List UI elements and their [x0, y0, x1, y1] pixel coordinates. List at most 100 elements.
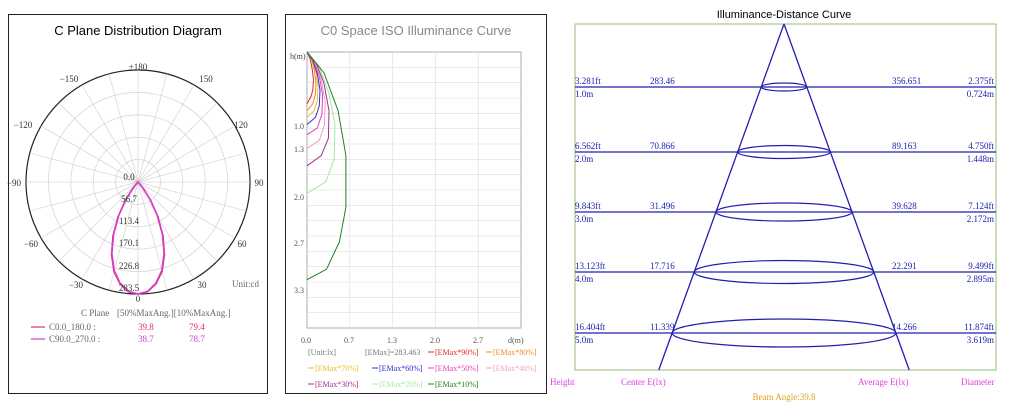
- iso-legend-item: [EMax*80%]: [493, 348, 537, 357]
- illuminance-distance-panel: Illuminance-Distance Curve 3.281ft 1.0m 28…: [548, 0, 1012, 406]
- iso-y-tick: 2.7: [294, 239, 304, 248]
- iso-legend-item: [EMax*50%]: [435, 364, 479, 373]
- legend-row-50: 38.7: [138, 334, 154, 344]
- center-lux-label: 11.339: [650, 322, 675, 332]
- beam-ellipse: [693, 259, 875, 285]
- angle-label-n120: −120: [14, 120, 33, 130]
- legend-header-left: C Plane: [81, 308, 109, 318]
- center-lux-label: 31.496: [650, 201, 675, 211]
- height-ft-label: 9.843ft: [575, 201, 601, 211]
- iso-x-tick: 0.7: [344, 336, 354, 345]
- footer-center-label: Center E(lx): [621, 377, 666, 387]
- beam-ellipse: [671, 318, 897, 348]
- average-lux-label: 22.291: [892, 261, 917, 271]
- angle-label-30: 30: [198, 280, 208, 290]
- diameter-m-label: 0.724m: [967, 89, 994, 99]
- angle-label-180: ±180: [129, 62, 148, 72]
- legend-row-50: 39.8: [138, 322, 154, 332]
- radial-tick-label: 56.7: [121, 194, 137, 204]
- iso-legend-item: [EMax*30%]: [315, 380, 359, 389]
- angle-label-60: 60: [238, 239, 248, 249]
- angle-label-0: 0: [136, 294, 141, 304]
- iso-chart-panel: C0 Space ISO Illuminance Curve h(m) 1.0 …: [285, 14, 547, 394]
- iso-x-axis-label: d(m): [508, 336, 524, 345]
- illuminance-distance-chart: Illuminance-Distance Curve 3.281ft 1.0m 28…: [550, 9, 997, 402]
- height-ft-label: 13.123ft: [575, 261, 606, 271]
- iso-legend-item: [EMax*70%]: [315, 364, 359, 373]
- diameter-ft-label: 2.375ft: [968, 76, 994, 86]
- diameter-ft-label: 7.124ft: [968, 201, 994, 211]
- center-lux-label: 70.866: [650, 141, 675, 151]
- height-m-label: 5.0m: [575, 335, 593, 345]
- diameter-ft-label: 11.874ft: [964, 322, 994, 332]
- radial-tick-label: 283.5: [119, 283, 140, 293]
- iso-legend-item: [EMax*40%]: [493, 364, 537, 373]
- beam-edge-right: [783, 23, 910, 371]
- iso-legend-item: [EMax*60%]: [379, 364, 423, 373]
- beam-ellipse: [737, 144, 831, 160]
- radial-tick-label: 170.1: [119, 238, 139, 248]
- diameter-m-label: 3.619m: [967, 335, 994, 345]
- iso-x-tick: 2.0: [430, 336, 440, 345]
- iso-x-tick: 0.0: [301, 336, 311, 345]
- legend-row-name: C90.0_270.0 :: [49, 334, 100, 344]
- radial-tick-label: 226.8: [119, 261, 140, 271]
- footer-diameter-label: Diameter: [961, 377, 994, 387]
- angle-label-150: 150: [199, 74, 213, 84]
- iso-legend-item: [EMax*90%]: [435, 348, 479, 357]
- height-m-label: 4.0m: [575, 274, 593, 284]
- iso-legend-emax: [EMax]=283.463: [365, 348, 420, 357]
- iso-x-tick: 1.3: [387, 336, 397, 345]
- legend-row-10: 78.7: [189, 334, 205, 344]
- polar-chart-panel: C Plane Distribution Diagram ±180 −150 1…: [7, 14, 268, 394]
- radial-tick-label: 113.4: [119, 216, 139, 226]
- height-m-label: 2.0m: [575, 154, 593, 164]
- angle-label-n150: −150: [60, 74, 79, 84]
- polar-series-line: [111, 180, 165, 295]
- iso-y-tick: 3.3: [294, 286, 304, 295]
- diameter-m-label: 2.172m: [967, 214, 994, 224]
- beam-edge-left: [658, 23, 785, 371]
- angle-label-n60: −60: [24, 239, 39, 249]
- iso-y-axis-label: h(m): [290, 52, 306, 61]
- angle-label-120: 120: [234, 120, 248, 130]
- radial-tick-label: 0.0: [123, 172, 135, 182]
- height-ft-label: 6.562ft: [575, 141, 601, 151]
- iso-x-tick: 2.7: [473, 336, 483, 345]
- iso-curve: [306, 51, 315, 105]
- center-lux-label: 283.46: [650, 76, 675, 86]
- legend-row-name: C0.0_180.0 :: [49, 322, 96, 332]
- iso-curve: [306, 51, 321, 125]
- legend-header-right: [50%MaxAng.][10%MaxAng.]: [117, 308, 230, 318]
- unit-label: Unit:cd: [232, 279, 259, 289]
- iso-curve: [306, 51, 336, 194]
- iso-chart: C0 Space ISO Illuminance Curve h(m) 1.0 …: [290, 23, 537, 389]
- height-m-label: 3.0m: [575, 214, 593, 224]
- diameter-m-label: 1.448m: [967, 154, 994, 164]
- iso-y-tick: 1.3: [294, 145, 304, 154]
- iso-y-tick: 1.0: [294, 122, 304, 131]
- footer-average-label: Average E(lx): [858, 377, 909, 387]
- angle-label-90: 90: [255, 178, 265, 188]
- diameter-m-label: 2.895m: [967, 274, 994, 284]
- average-lux-label: 14.266: [892, 322, 917, 332]
- polar-chart: C Plane Distribution Diagram ±180 −150 1…: [7, 23, 265, 344]
- height-ft-label: 3.281ft: [575, 76, 601, 86]
- height-ft-label: 16.404ft: [575, 322, 606, 332]
- beam-ellipse: [760, 82, 808, 92]
- average-lux-label: 89.163: [892, 141, 917, 151]
- id-frame: [574, 23, 997, 371]
- height-m-label: 1.0m: [575, 89, 593, 99]
- center-lux-label: 17.716: [650, 261, 675, 271]
- id-title: Illuminance-Distance Curve: [717, 9, 852, 21]
- average-lux-label: 39.628: [892, 201, 917, 211]
- angle-label-n90: −90: [7, 178, 22, 188]
- iso-y-tick: 2.0: [294, 193, 304, 202]
- iso-legend-unit: [Unit:lx]: [308, 348, 336, 357]
- iso-title: C0 Space ISO Illuminance Curve: [321, 23, 512, 38]
- average-lux-label: 356.651: [892, 76, 921, 86]
- footer-height-label: Height: [550, 377, 575, 387]
- diameter-ft-label: 9.499ft: [968, 261, 994, 271]
- iso-legend-item: [EMax*20%]: [379, 380, 423, 389]
- angle-label-n30: −30: [69, 280, 84, 290]
